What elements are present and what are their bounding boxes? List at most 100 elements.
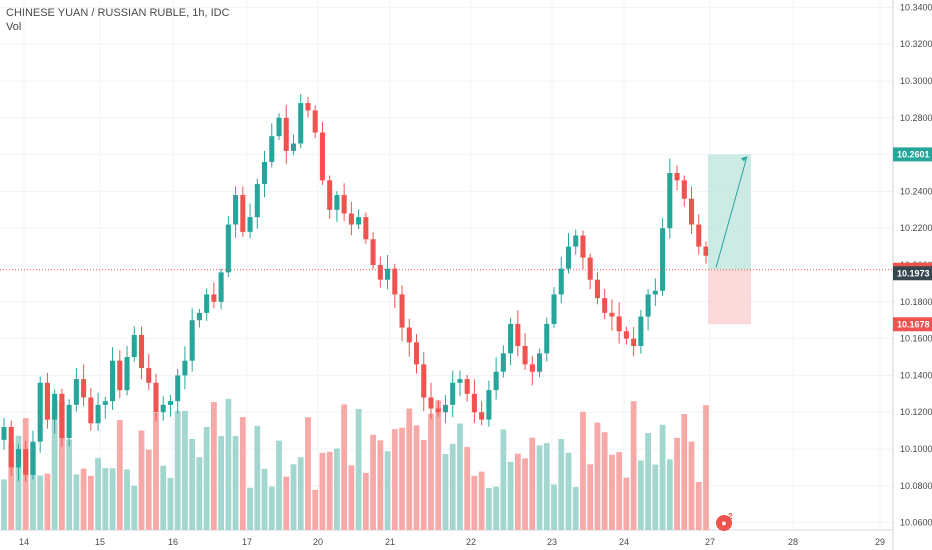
volume-bar	[30, 444, 36, 530]
volume-bar	[8, 443, 15, 530]
target-price-label: 10.2601	[897, 149, 930, 159]
candle-body	[363, 217, 369, 240]
candle-body	[1, 426, 7, 440]
y-tick-label: 10.1400	[900, 370, 932, 380]
candle-body	[471, 393, 477, 413]
volume-bar	[601, 432, 608, 530]
projection-arrow-line	[715, 156, 748, 268]
volume-bar	[334, 448, 340, 530]
x-tick-label: 17	[242, 537, 252, 547]
volume-bar	[529, 437, 536, 530]
volume-bar	[637, 460, 644, 530]
candle-body	[551, 294, 557, 324]
candle-body	[580, 235, 586, 258]
candle-body	[587, 257, 593, 280]
alerts-badge-icon[interactable]: ● 2	[716, 512, 732, 531]
chart-legend: CHINESE YUAN / RUSSIAN RUBLE, 1h, IDC Vo…	[6, 6, 230, 34]
volume-bar	[500, 429, 507, 530]
volume-bar	[630, 401, 637, 530]
stop-price-label: 10.1678	[897, 319, 930, 329]
volume-bar	[73, 474, 80, 530]
candle-body	[616, 316, 622, 332]
x-tick-label: 28	[788, 537, 798, 547]
candle-body	[269, 136, 275, 162]
volume-bar	[341, 404, 348, 530]
volume-bar	[15, 435, 22, 530]
candle-body	[356, 217, 362, 225]
candle-body	[464, 379, 470, 394]
volume-bar	[377, 440, 384, 530]
candle-body	[500, 353, 506, 372]
volume-bar	[153, 412, 159, 530]
volume-bar	[59, 402, 65, 530]
candle-body	[508, 323, 514, 354]
volume-bar	[616, 452, 623, 530]
volume-bar	[109, 468, 116, 530]
y-tick-label: 10.0800	[900, 481, 932, 491]
candle-body	[399, 294, 405, 328]
candle-body	[421, 364, 427, 398]
candle-body	[334, 195, 340, 210]
volume-bar	[652, 464, 659, 530]
volume-bar	[167, 477, 174, 530]
candle-body	[283, 117, 289, 151]
candle-body	[631, 338, 637, 346]
candle-body	[8, 426, 14, 468]
volume-indicator-label[interactable]: Vol	[6, 21, 22, 33]
volume-bar	[239, 417, 246, 530]
candle-body	[247, 217, 253, 232]
candle-body	[37, 382, 43, 442]
symbol-title[interactable]: CHINESE YUAN / RUSSIAN RUBLE, 1h, IDC	[6, 7, 230, 19]
x-tick-label: 24	[619, 537, 629, 547]
volume-bar	[609, 454, 615, 530]
candle-body	[435, 408, 441, 413]
candle-body	[73, 379, 79, 405]
volume-bar	[507, 461, 514, 530]
candle-body	[681, 180, 687, 199]
candle-body	[52, 393, 58, 420]
volume-bar	[80, 468, 87, 530]
volume-bar	[457, 423, 463, 530]
candle-body	[428, 397, 434, 409]
volume-bar	[695, 481, 702, 530]
y-tick-label: 10.2200	[900, 223, 932, 233]
candle-body	[182, 360, 188, 376]
volume-bar	[478, 471, 485, 530]
y-tick-label: 10.3400	[900, 2, 932, 12]
candle-body	[30, 441, 36, 475]
volume-bar	[594, 422, 601, 530]
volume-bar	[348, 465, 355, 530]
candle-body	[276, 117, 282, 137]
volume-bar	[572, 487, 579, 530]
x-tick-label: 22	[466, 537, 476, 547]
candle-body	[385, 268, 391, 280]
volume-bar	[160, 465, 167, 530]
candle-body	[522, 345, 528, 365]
candle-body	[233, 195, 239, 225]
long-position-stop-zone	[708, 269, 751, 325]
candle-body	[652, 290, 658, 295]
volume-bar	[1, 479, 7, 530]
volume-bar	[659, 424, 666, 530]
volume-bar	[196, 457, 203, 530]
x-tick-label: 23	[547, 537, 557, 547]
candle-body	[457, 379, 463, 383]
volume-bar	[674, 437, 680, 530]
candle-body	[262, 161, 268, 185]
candle-body	[225, 224, 231, 273]
candle-body	[413, 342, 420, 365]
volume-bar	[355, 408, 362, 530]
volume-bar	[254, 425, 261, 530]
volume-bar	[391, 429, 398, 530]
volume-bar	[413, 425, 420, 530]
volume-bar	[645, 433, 651, 530]
volume-bar	[225, 398, 232, 530]
volume-bar	[428, 413, 434, 530]
candle-body	[703, 246, 709, 256]
candle-body	[602, 298, 608, 313]
volume-bar	[558, 439, 565, 530]
candle-body	[696, 224, 702, 247]
volume-bar	[51, 400, 58, 530]
volume-bar	[268, 486, 275, 530]
